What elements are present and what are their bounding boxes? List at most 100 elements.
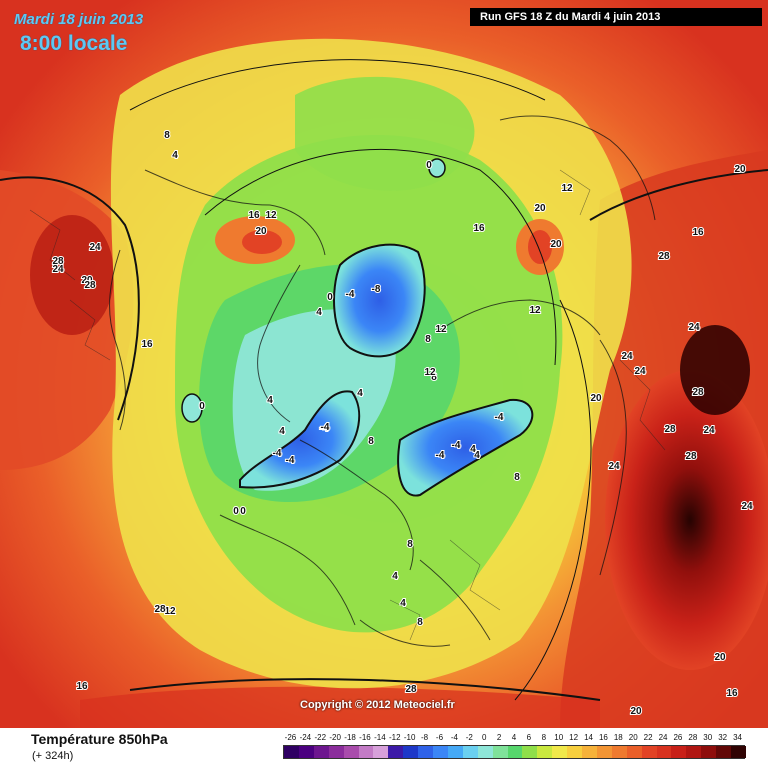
contour-24-west	[0, 176, 140, 421]
scale-label: 6	[526, 733, 532, 742]
isotherm-label: 28	[664, 424, 676, 435]
scale-label: 18	[613, 733, 623, 742]
cold-spot-west	[181, 393, 203, 423]
scale-swatch	[716, 746, 732, 758]
isotherm-label: 16	[692, 227, 704, 238]
contour-8-inner	[204, 148, 557, 366]
isotherm-label: 20	[550, 239, 562, 250]
cyan-zone	[232, 309, 396, 491]
scale-swatch	[641, 746, 658, 758]
isotherm-label: 24	[621, 351, 633, 362]
scale-label: 10	[554, 733, 564, 742]
isotherm-label: 20	[81, 275, 93, 286]
scale-swatch	[433, 746, 449, 758]
scale-label: 0	[481, 733, 487, 742]
scale-label: 32	[718, 733, 728, 742]
coastlines	[109, 115, 656, 647]
scale-swatch	[671, 746, 687, 758]
isotherm-label: 24	[608, 461, 620, 472]
isotherm-label: 0	[233, 506, 239, 517]
isotherm-label: 24	[634, 366, 646, 377]
cold-spot-north	[428, 158, 446, 178]
scale-label: -18	[344, 733, 356, 742]
isotherm-label: 4	[267, 395, 273, 406]
scale-label: 2	[496, 733, 502, 742]
scale-label: 26	[673, 733, 683, 742]
isotherm-label: 8	[425, 334, 431, 345]
scale-label: -22	[314, 733, 327, 742]
scale-swatch	[373, 746, 389, 758]
cold-pool-siberia	[397, 398, 534, 497]
isotherm-label: 24	[89, 242, 101, 253]
variable-title: Température 850hPa	[31, 731, 168, 747]
hot-core-east-north	[680, 325, 750, 415]
contour-28-east	[589, 169, 768, 221]
hot-core-west	[30, 215, 114, 335]
isotherm-label: 12	[435, 324, 447, 335]
scale-swatch	[284, 746, 300, 758]
isotherm-label: 28	[658, 251, 670, 262]
isotherm-label: 8	[368, 436, 374, 447]
scale-label: 20	[628, 733, 638, 742]
scale-label: -12	[388, 733, 401, 742]
scale-label: 30	[703, 733, 713, 742]
scale-swatch	[731, 746, 747, 758]
isotherm-label: 28	[84, 280, 96, 291]
isotherm-label: 20	[734, 164, 746, 175]
scale-swatch	[522, 746, 538, 758]
color-scale-labels: -26 -24 -22 -20 -18 -16 -14 -12 -10 -8 -6 -4 -2 0 2 4 6 8…	[283, 733, 745, 745]
scale-label: -20	[329, 733, 341, 742]
isotherm-label: 4	[172, 150, 178, 161]
scale-swatch	[611, 746, 628, 758]
isotherm-label: 8	[431, 372, 437, 383]
scale-swatch	[343, 746, 359, 758]
scale-swatch	[537, 746, 553, 758]
isotherm-label: -4	[436, 450, 445, 461]
scale-swatch	[313, 746, 330, 758]
isotherm-label: 4	[470, 444, 476, 455]
color-scale	[283, 745, 747, 759]
isotherm-label: 24	[52, 264, 64, 275]
isotherm-label: -4	[346, 289, 355, 300]
isotherm-label: 4	[316, 307, 322, 318]
scale-label: 8	[541, 733, 547, 742]
scale-label: 28	[688, 733, 698, 742]
isotherm-label: 4	[400, 598, 406, 609]
scale-swatch	[552, 746, 568, 758]
isotherm-label: 12	[424, 367, 436, 378]
model-run-info: Run GFS 18 Z du Mardi 4 juin 2013	[470, 8, 762, 26]
scale-swatch	[686, 746, 702, 758]
scale-label: 4	[511, 733, 517, 742]
scale-label: -16	[359, 733, 371, 742]
cold-pool-greenland	[239, 390, 361, 489]
scale-label: -14	[374, 733, 386, 742]
contour-28-south	[129, 678, 601, 701]
isotherm-label: 24	[688, 322, 700, 333]
isotherm-label: -4	[286, 455, 295, 466]
scale-label: -8	[421, 733, 429, 742]
isotherm-label: 4	[357, 388, 363, 399]
isotherm-label: -4	[495, 412, 504, 423]
borders	[29, 169, 666, 641]
isotherm-label: 16	[473, 223, 485, 234]
isotherm-label: 0	[199, 401, 205, 412]
warm-pocket-east-core	[528, 230, 552, 264]
isotherm-label: 8	[164, 130, 170, 141]
scale-label: -26	[284, 733, 297, 742]
isotherm-label: 16	[141, 339, 153, 350]
isotherm-label: 28	[405, 684, 417, 695]
isotherm-label: -4	[321, 422, 330, 433]
forecast-lead: (+ 324h)	[32, 750, 74, 762]
scale-swatch	[403, 746, 419, 758]
hot-core-east	[605, 370, 768, 670]
scale-label: 16	[598, 733, 608, 742]
scale-label: 34	[733, 733, 742, 742]
scale-swatch	[447, 746, 464, 758]
warm-pocket-alaska-core	[242, 230, 282, 254]
scale-swatch	[477, 746, 494, 758]
isotherm-label: 16	[76, 681, 88, 692]
isotherm-label: -4	[320, 423, 329, 434]
forecast-date: Mardi 18 juin 2013	[14, 11, 144, 28]
